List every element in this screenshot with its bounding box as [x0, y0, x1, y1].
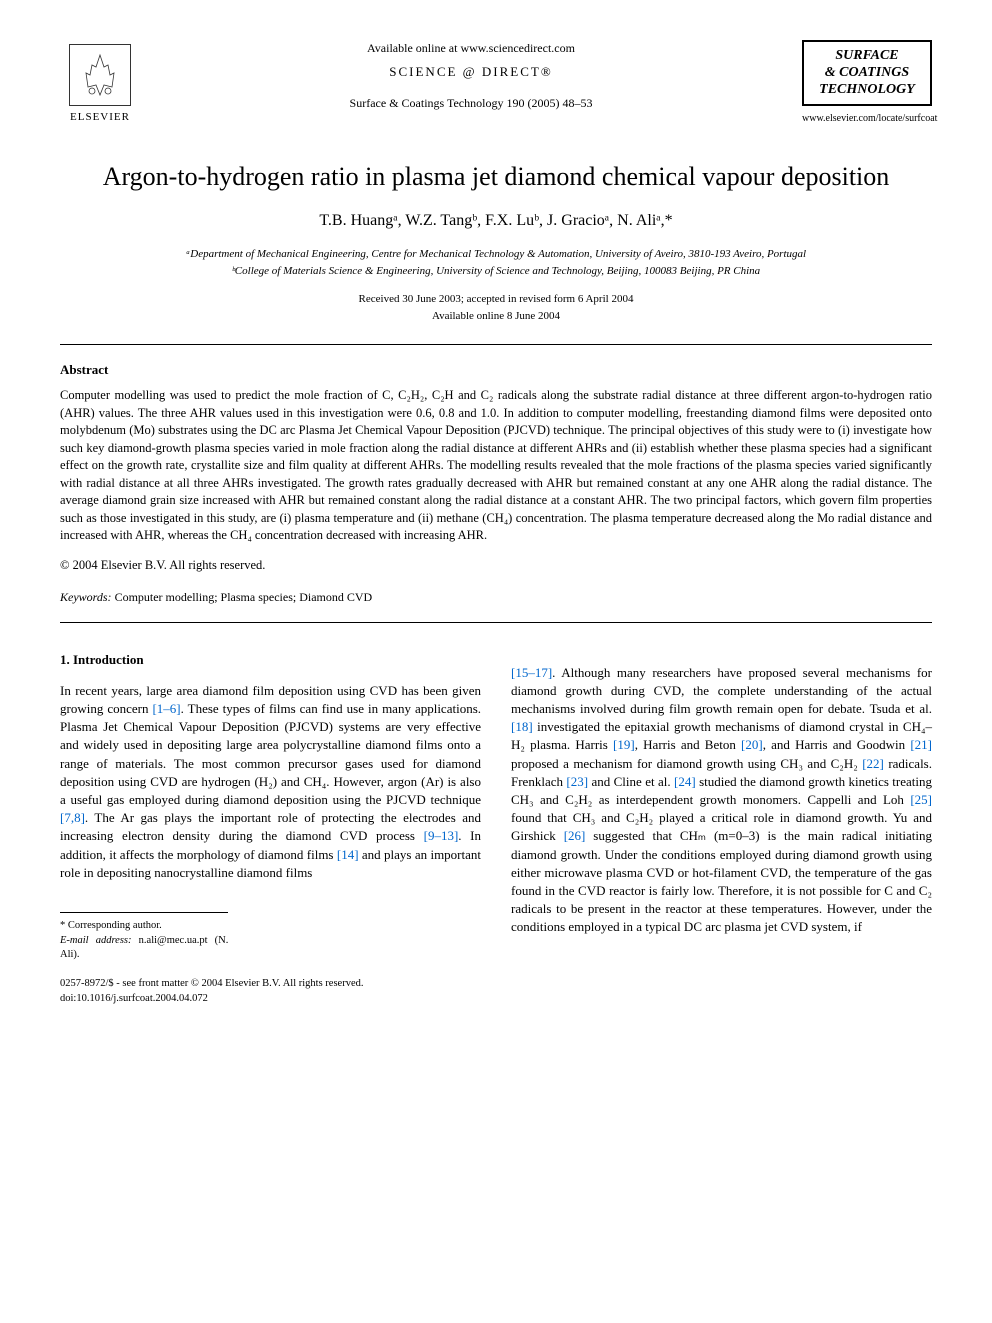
ref-link-1-6[interactable]: [1–6]	[152, 701, 180, 716]
introduction-heading: 1. Introduction	[60, 651, 481, 669]
keywords-label: Keywords:	[60, 590, 112, 604]
ref-link-26[interactable]: [26]	[564, 828, 586, 843]
ref-link-25[interactable]: [25]	[910, 792, 932, 807]
copyright-line: 0257-8972/$ - see front matter © 2004 El…	[60, 977, 932, 992]
ref-link-7-8[interactable]: [7,8]	[60, 810, 85, 825]
header-row: ELSEVIER Available online at www.science…	[60, 40, 932, 130]
divider-bottom	[60, 622, 932, 623]
affiliation-b: ᵇCollege of Materials Science & Engineer…	[60, 263, 932, 280]
online-date: Available online 8 June 2004	[60, 308, 932, 325]
abstract-heading: Abstract	[60, 361, 932, 379]
header-center: Available online at www.sciencedirect.co…	[140, 40, 802, 112]
available-online-text: Available online at www.sciencedirect.co…	[160, 40, 782, 57]
keywords: Keywords: Computer modelling; Plasma spe…	[60, 589, 932, 606]
ref-link-14[interactable]: [14]	[337, 847, 359, 862]
corresponding-author: * Corresponding author.	[60, 919, 228, 934]
column-left: 1. Introduction In recent years, large a…	[60, 651, 481, 963]
doi: doi:10.1016/j.surfcoat.2004.04.072	[60, 992, 932, 1007]
article-dates: Received 30 June 2003; accepted in revis…	[60, 291, 932, 324]
ref-link-19[interactable]: [19]	[613, 737, 635, 752]
abstract-text: Computer modelling was used to predict t…	[60, 387, 932, 545]
intro-text-9: , and Harris and Goodwin	[763, 737, 911, 752]
ref-link-18[interactable]: [18]	[511, 719, 533, 734]
journal-url: www.elsevier.com/locate/surfcoat	[802, 112, 932, 126]
journal-logo-line1: SURFACE	[814, 48, 920, 65]
journal-logo: SURFACE & COATINGS TECHNOLOGY	[802, 40, 932, 106]
ref-link-20[interactable]: [20]	[741, 737, 763, 752]
intro-text-10: proposed a mechanism for diamond growth …	[511, 756, 862, 771]
article-title: Argon-to-hydrogen ratio in plasma jet di…	[100, 160, 892, 194]
journal-logo-line3: TECHNOLOGY	[814, 82, 920, 99]
footer-note: * Corresponding author. E-mail address: …	[60, 912, 228, 963]
affiliations: ᵃDepartment of Mechanical Engineering, C…	[60, 246, 932, 279]
intro-paragraph-left: In recent years, large area diamond film…	[60, 682, 481, 882]
ref-link-22[interactable]: [22]	[862, 756, 884, 771]
intro-paragraph-right: [15–17]. Although many researchers have …	[511, 664, 932, 937]
authors: T.B. Huangᵃ, W.Z. Tangᵇ, F.X. Luᵇ, J. Gr…	[60, 210, 932, 232]
science-direct-logo: SCIENCE @ DIRECT®	[160, 63, 782, 81]
journal-reference: Surface & Coatings Technology 190 (2005)…	[160, 95, 782, 112]
affiliation-a: ᵃDepartment of Mechanical Engineering, C…	[60, 246, 932, 263]
journal-logo-box: SURFACE & COATINGS TECHNOLOGY www.elsevi…	[802, 40, 932, 126]
publisher-logo: ELSEVIER	[60, 40, 140, 130]
keywords-text: Computer modelling; Plasma species; Diam…	[115, 590, 373, 604]
ref-link-23[interactable]: [23]	[566, 774, 588, 789]
footer-copyright: 0257-8972/$ - see front matter © 2004 El…	[60, 977, 932, 1006]
elsevier-tree-icon	[69, 44, 131, 106]
ref-link-21[interactable]: [21]	[910, 737, 932, 752]
intro-text-12: and Cline et al.	[588, 774, 674, 789]
intro-text-3: . The Ar gas plays the important role of…	[60, 810, 481, 843]
ref-link-24[interactable]: [24]	[674, 774, 696, 789]
abstract-copyright: © 2004 Elsevier B.V. All rights reserved…	[60, 557, 932, 575]
intro-text-8: , Harris and Beton	[635, 737, 741, 752]
email-label: E-mail address:	[60, 935, 132, 946]
ref-link-9-13[interactable]: [9–13]	[424, 828, 459, 843]
journal-logo-line2: & COATINGS	[814, 65, 920, 82]
intro-text-2: . These types of films can find use in m…	[60, 701, 481, 807]
body-columns: 1. Introduction In recent years, large a…	[60, 651, 932, 963]
ref-link-15-17[interactable]: [15–17]	[511, 665, 552, 680]
intro-text-6: . Although many researchers have propose…	[511, 665, 932, 716]
email-line: E-mail address: n.ali@mec.ua.pt (N. Ali)…	[60, 934, 228, 963]
intro-text-15: suggested that CHₘ (m=0–3) is the main r…	[511, 828, 932, 934]
publisher-name: ELSEVIER	[70, 110, 130, 125]
column-right: [15–17]. Although many researchers have …	[511, 651, 932, 963]
divider-top	[60, 344, 932, 345]
received-date: Received 30 June 2003; accepted in revis…	[60, 291, 932, 308]
